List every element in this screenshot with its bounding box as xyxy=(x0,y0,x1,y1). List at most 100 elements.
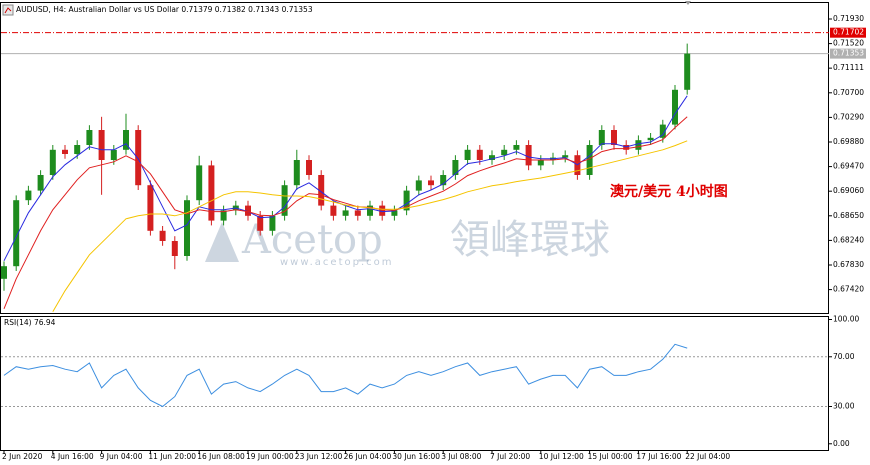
candle-body xyxy=(208,165,215,221)
candle-body xyxy=(135,130,142,186)
y-tick-label: 0.71111 xyxy=(833,63,864,72)
y-tick-label: 0.67420 xyxy=(833,285,864,294)
price-label-box xyxy=(830,27,866,38)
candle-body xyxy=(184,200,190,256)
x-tick-label: 16 Jun 08:00 xyxy=(197,452,245,461)
candle-body xyxy=(293,160,300,186)
annotation: 澳元/美元 4小时图 xyxy=(610,183,728,200)
candle-body xyxy=(13,200,20,267)
x-tick-label: 4 Jun 16:00 xyxy=(51,452,94,461)
main-frame xyxy=(0,2,829,314)
candle-body xyxy=(391,210,398,216)
price-label: 0.71353 xyxy=(833,49,864,58)
rsi-frame xyxy=(0,316,829,451)
candle-body xyxy=(537,160,544,166)
candle-body xyxy=(452,160,459,175)
candle-body xyxy=(672,89,678,125)
candle-body xyxy=(342,210,349,216)
rsi-title: RSI(14) 76.94 xyxy=(4,318,56,327)
chart-title: AUDUSD, H4: Australian Dollar vs US Doll… xyxy=(16,5,313,14)
candle-body xyxy=(25,190,32,201)
candle-body xyxy=(306,160,312,175)
candle-body xyxy=(123,130,129,150)
candle-body xyxy=(647,137,654,141)
x-tick-label: 23 Jun 12:00 xyxy=(295,452,343,461)
candle-body xyxy=(98,130,105,160)
candle-body xyxy=(659,124,666,138)
candle-body xyxy=(171,241,178,256)
symbol-icon xyxy=(2,4,14,16)
candle-body xyxy=(525,145,532,166)
candle-body xyxy=(74,145,81,154)
candle-body xyxy=(476,149,483,160)
candle-body xyxy=(269,215,276,231)
candle-body xyxy=(354,210,361,216)
candle-body xyxy=(598,130,605,145)
x-tick-label: 15 Jul 00:00 xyxy=(588,452,633,461)
x-tick-label: 2 Jun 2020 xyxy=(2,452,43,461)
candle-body xyxy=(1,266,7,279)
candle-body xyxy=(281,185,288,216)
candle-body xyxy=(562,155,569,158)
y-tick-label: 0.68650 xyxy=(833,211,864,220)
y-tick-label: 0.00 xyxy=(833,439,850,448)
candle-body xyxy=(586,145,593,175)
candle-body xyxy=(367,205,373,216)
y-tick-label: 0.70700 xyxy=(833,88,864,97)
y-tick-label: 0.67830 xyxy=(833,260,864,269)
candle-body xyxy=(611,130,617,145)
candle-body xyxy=(379,205,386,216)
watermark-logo xyxy=(205,222,239,262)
candle-body xyxy=(257,215,264,231)
candle-body xyxy=(196,165,203,201)
x-tick-label: 7 Jul 20:00 xyxy=(490,452,530,461)
candle-body xyxy=(245,205,251,216)
y-tick-label: 0.68240 xyxy=(833,235,864,244)
candle-body xyxy=(110,149,117,160)
candle-body xyxy=(330,205,337,216)
line xyxy=(52,140,688,313)
watermark-name: 領峰環球 xyxy=(450,217,610,263)
candle-body xyxy=(428,180,434,186)
candle-body xyxy=(489,155,495,160)
line xyxy=(3,95,688,262)
y-tick-label: 70.00 xyxy=(833,352,855,361)
candle-body xyxy=(220,210,227,221)
candle-body xyxy=(623,145,630,150)
x-tick-label: 10 Jul 12:00 xyxy=(539,452,584,461)
candle-body xyxy=(62,149,68,154)
shift-marker xyxy=(685,1,691,5)
y-tick-label: 100.00 xyxy=(833,314,859,323)
x-tick-label: 9 Jun 04:00 xyxy=(100,452,143,461)
symbol-icon-line xyxy=(4,7,12,14)
candle-body xyxy=(513,145,520,150)
x-tick-label: 19 Jun 00:00 xyxy=(246,452,294,461)
x-tick-label: 30 Jun 16:00 xyxy=(392,452,440,461)
watermark-url: www.acetop.com xyxy=(280,257,394,268)
candle-body xyxy=(501,149,508,156)
y-tick-label: 0.69470 xyxy=(833,162,864,171)
price-label-box xyxy=(830,48,866,59)
line xyxy=(3,116,688,309)
line xyxy=(3,343,688,408)
watermark-brand: Acetop xyxy=(241,217,383,263)
candle-body xyxy=(440,175,447,186)
y-tick-label: 0.69880 xyxy=(833,137,864,146)
candle-body xyxy=(147,185,154,231)
candle-body xyxy=(684,53,691,90)
x-tick-label: 26 Jun 04:00 xyxy=(344,452,392,461)
y-tick-label: 0.70290 xyxy=(833,112,864,121)
y-tick-label: 0.71520 xyxy=(833,39,864,48)
x-tick-label: 17 Jul 16:00 xyxy=(636,452,681,461)
y-tick-label: 0.69060 xyxy=(833,186,864,195)
y-tick-label: 30.00 xyxy=(833,401,855,410)
candle-body xyxy=(159,230,166,241)
watermark xyxy=(205,222,239,262)
candle-body xyxy=(464,149,471,160)
candle-body xyxy=(318,175,325,206)
price-label: 0.71702 xyxy=(833,28,864,37)
x-tick-label: 11 Jun 20:00 xyxy=(148,452,196,461)
x-tick-label: 22 Jul 04:00 xyxy=(685,452,730,461)
candle-body xyxy=(86,130,93,145)
